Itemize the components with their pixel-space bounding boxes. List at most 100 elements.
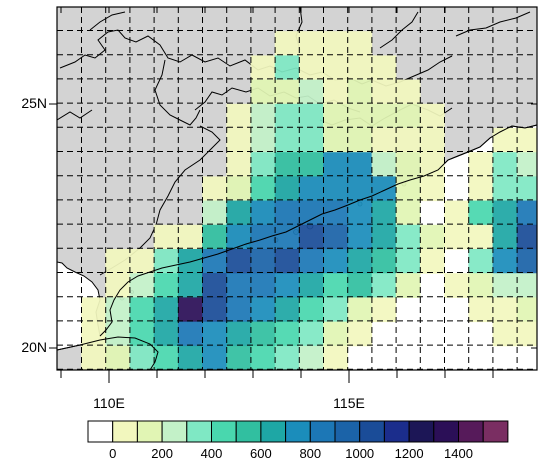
rainfall-cell	[468, 152, 494, 177]
map-frame	[56, 6, 538, 371]
colorbar-tick-label: 1000	[345, 446, 374, 461]
rainfall-cell	[347, 297, 373, 323]
rainfall-cell	[250, 103, 276, 129]
rainfall-cell	[371, 224, 397, 250]
colorbar-swatch	[112, 420, 138, 443]
rainfall-cell	[323, 249, 348, 274]
rainfall-cell	[178, 297, 203, 323]
rainfall-cell	[347, 55, 373, 81]
rainfall-cell	[323, 200, 348, 226]
rainfall-cell	[371, 297, 397, 323]
axis-ticks	[49, 7, 537, 383]
rainfall-cell	[202, 176, 227, 202]
rainfall-cell	[105, 345, 131, 370]
rainfall-cell	[251, 394, 276, 419]
rainfall-cell	[347, 31, 373, 56]
rainfall-cell	[129, 249, 155, 274]
rainfall-cell	[468, 249, 494, 274]
rainfall-cell	[130, 394, 155, 419]
rainfall-cell	[468, 176, 494, 202]
rainfall-cell	[299, 31, 324, 56]
colorbar-swatch	[359, 420, 385, 443]
colorbar-tick-label: 400	[201, 446, 223, 461]
colorbar-swatch	[285, 420, 311, 443]
rainfall-cell	[516, 249, 537, 274]
rainfall-cell	[81, 345, 106, 370]
rainfall-cell	[299, 79, 324, 105]
rainfall-cell	[250, 128, 276, 153]
rainfall-cell	[274, 249, 300, 274]
rainfall-cell	[105, 297, 131, 323]
rainfall-cell	[371, 249, 397, 274]
rainfall-cell	[299, 128, 324, 153]
rainfall-cell	[323, 345, 348, 370]
rainfall-cell	[129, 345, 155, 370]
rainfall-cell	[323, 55, 348, 81]
rainfall-cell	[492, 176, 518, 202]
rainfall-cell	[395, 224, 421, 250]
rainfall-cell	[347, 249, 373, 274]
rainfall-cell	[347, 200, 373, 226]
rainfall-cell	[105, 249, 131, 274]
rainfall-cell	[323, 176, 348, 202]
lon-label-115e: 115E	[333, 395, 365, 411]
rainfall-cell	[541, 176, 550, 201]
colorbar-tick-label: 200	[151, 446, 173, 461]
rainfall-cell	[226, 370, 251, 395]
rainfall-cell	[202, 273, 227, 298]
rainfall-cell	[395, 200, 421, 226]
colorbar	[87, 420, 509, 443]
rainfall-cell	[420, 224, 445, 250]
rainfall-cell	[274, 79, 300, 105]
lat-label-20n: 20N	[21, 339, 47, 355]
colorbar-swatch	[87, 420, 114, 443]
rainfall-cell	[371, 200, 397, 226]
rainfall-cell	[250, 273, 276, 298]
rainfall-cell	[274, 128, 300, 153]
rainfall-cell	[129, 273, 155, 298]
rainfall-cell	[395, 249, 421, 274]
rainfall-cell	[299, 297, 324, 323]
rainfall-cell	[516, 176, 537, 202]
rainfall-cell	[347, 321, 373, 347]
rainfall-cell	[178, 224, 203, 250]
rainfall-cell	[250, 176, 276, 202]
rainfall-cell	[323, 103, 348, 129]
rainfall-cell	[541, 128, 550, 153]
rainfall-cell	[250, 152, 276, 177]
rainfall-cell	[299, 249, 324, 274]
rainfall-cell	[226, 152, 252, 177]
rainfall-cell	[516, 321, 537, 347]
rainfall-cell	[178, 321, 203, 347]
rainfall-cell	[178, 273, 203, 298]
rainfall-cell	[250, 249, 276, 274]
rainfall-cell	[395, 273, 421, 298]
colorbar-tick-label: 800	[299, 446, 321, 461]
rainfall-cell	[492, 297, 518, 323]
rainfall-cell	[347, 103, 373, 129]
rainfall-cell	[226, 321, 252, 347]
rainfall-cell	[516, 152, 537, 177]
map-plot-area	[57, 7, 550, 419]
rainfall-cell	[274, 345, 300, 370]
rainfall-cell	[420, 152, 445, 177]
rainfall-cell	[274, 31, 300, 56]
rainfall-cell	[250, 345, 276, 370]
rainfall-cell	[81, 297, 106, 323]
rainfall-cell	[275, 394, 300, 419]
rainfall-cell	[371, 55, 397, 81]
colorbar-swatch	[334, 420, 361, 443]
rainfall-cell	[323, 297, 348, 323]
colorbar-tick-label: 600	[250, 446, 272, 461]
rainfall-cell	[323, 79, 348, 105]
rainfall-cell	[323, 273, 348, 298]
rainfall-cell	[299, 103, 324, 129]
rainfall-cell	[226, 394, 251, 419]
rainfall-cell	[299, 345, 324, 370]
rainfall-cell	[492, 224, 518, 250]
rainfall-cell	[468, 224, 494, 250]
rainfall-cell	[541, 249, 550, 274]
rainfall-cell	[153, 321, 179, 347]
rainfall-cell	[420, 103, 445, 129]
rainfall-cell	[274, 297, 300, 323]
